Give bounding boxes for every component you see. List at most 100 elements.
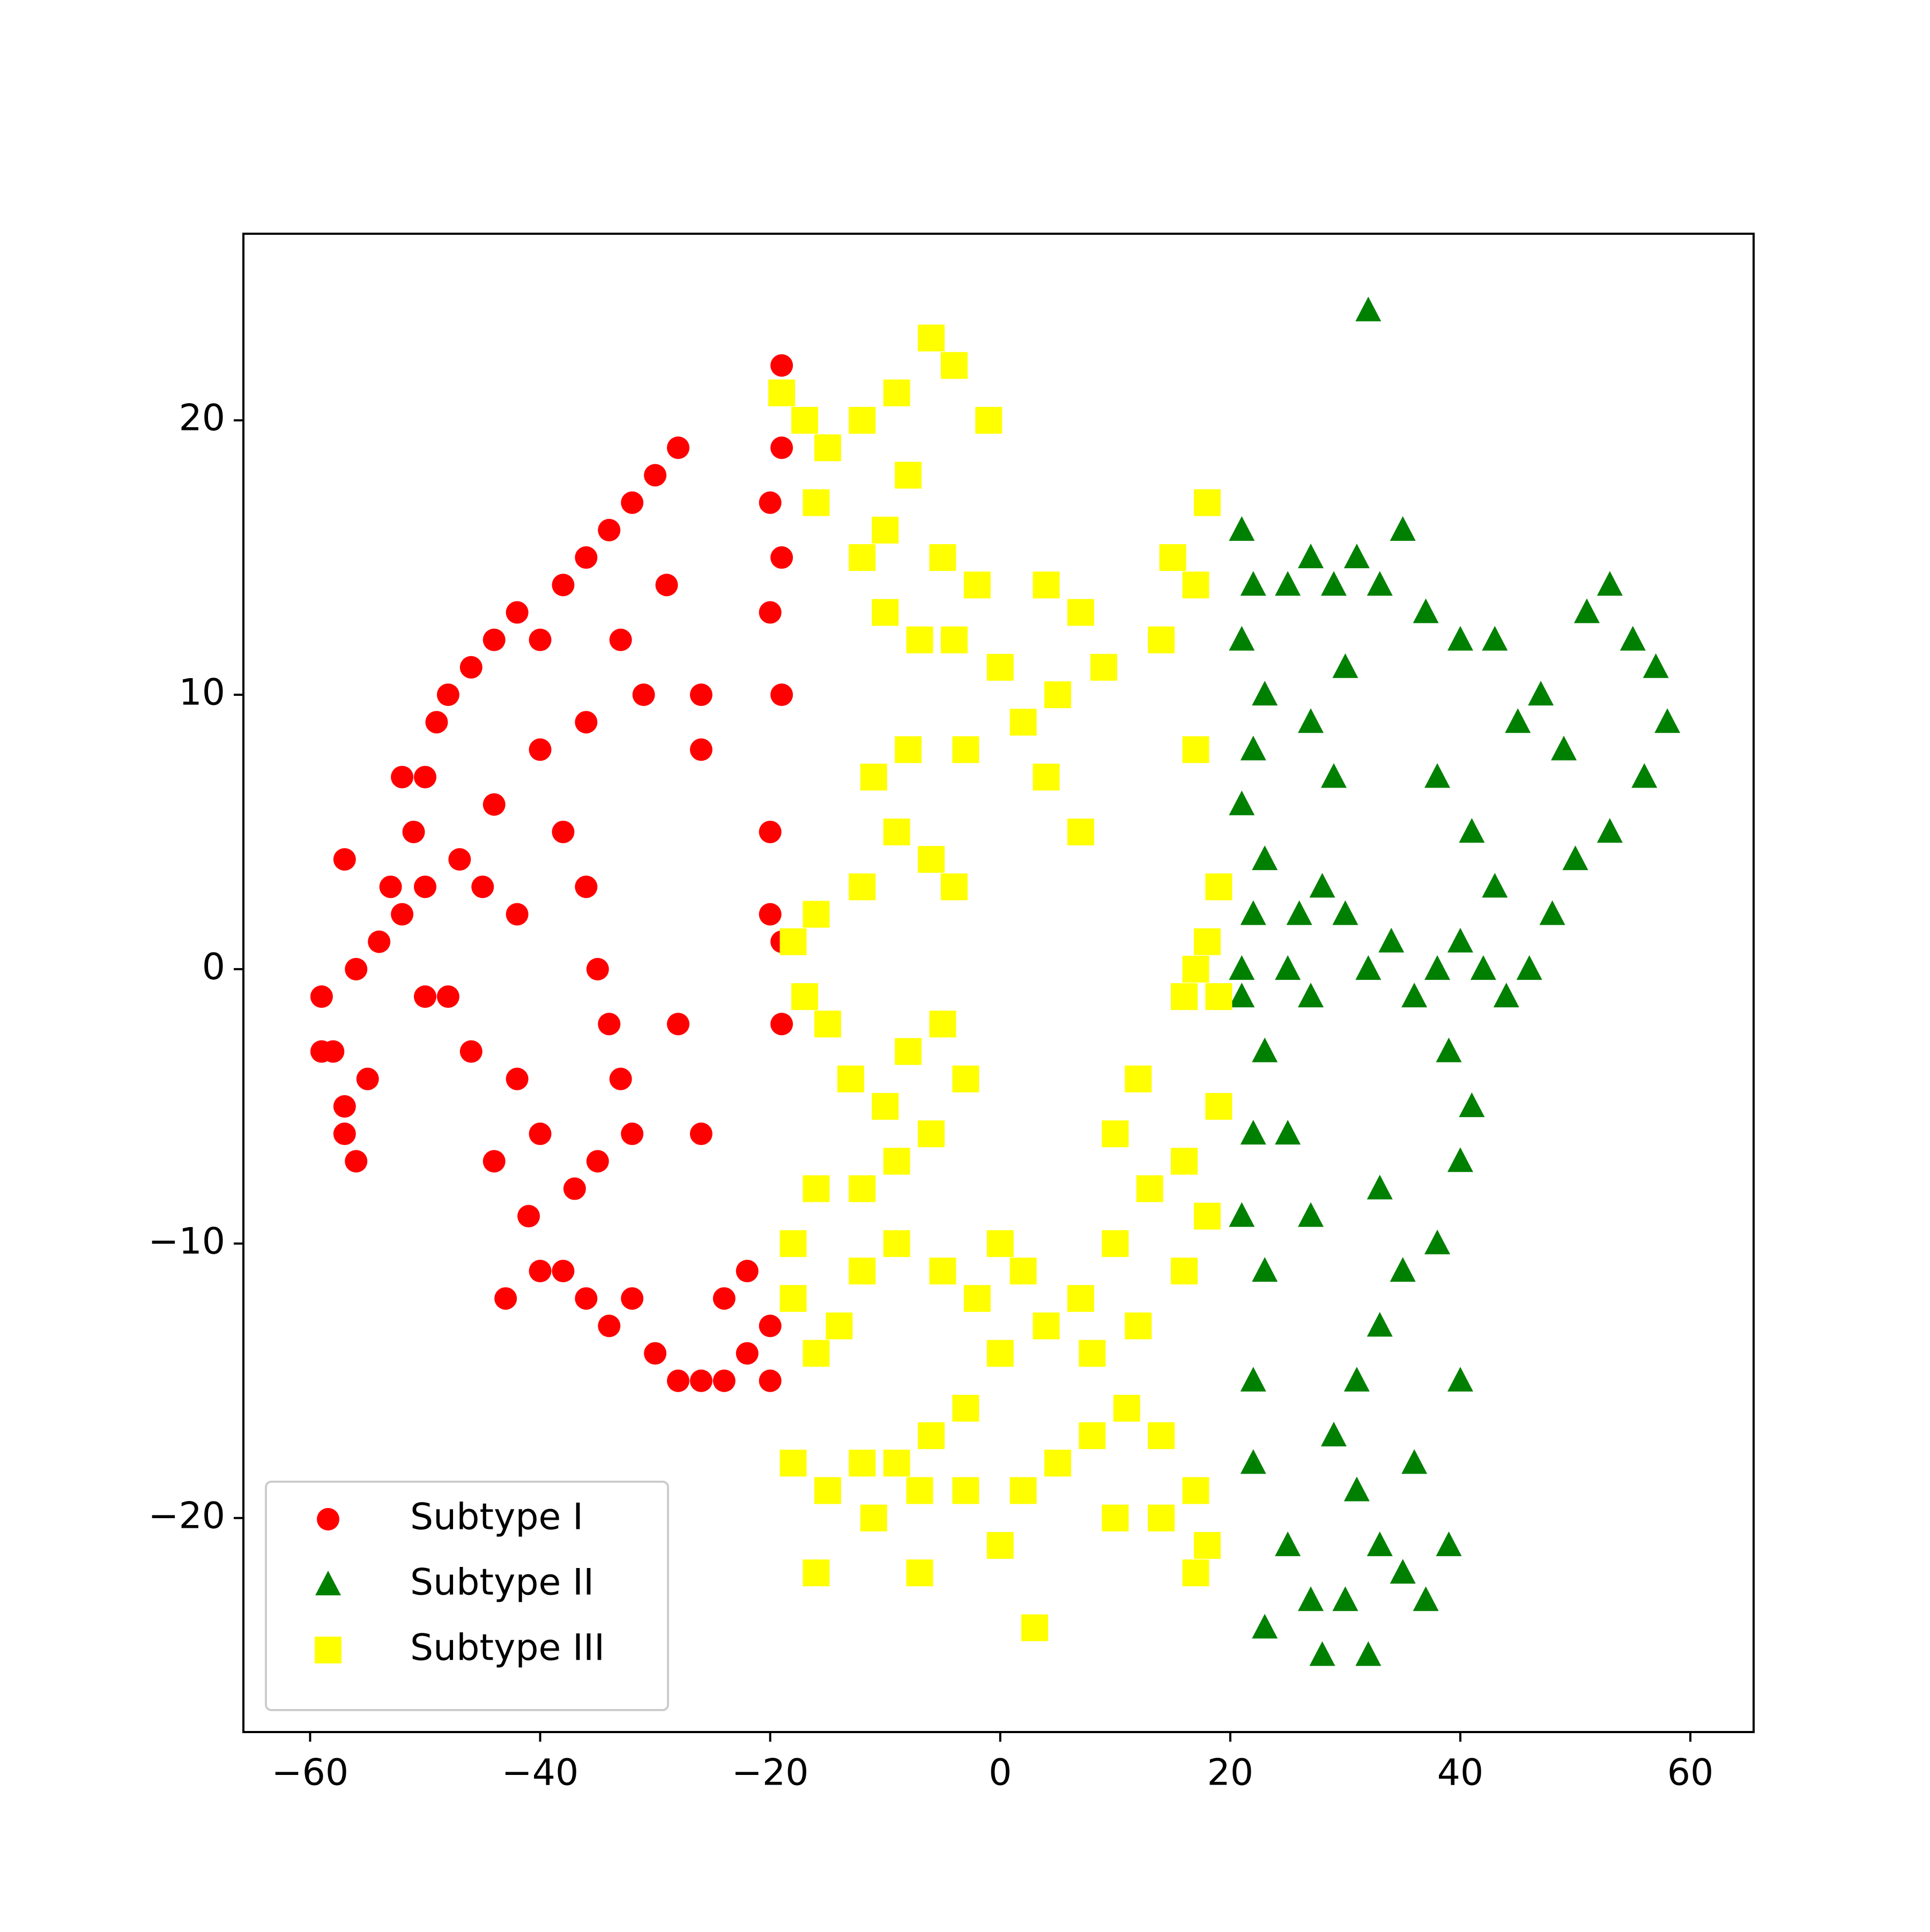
point bbox=[1424, 763, 1450, 788]
point bbox=[1516, 955, 1542, 980]
point bbox=[1125, 1065, 1152, 1093]
point bbox=[975, 407, 1003, 434]
x-tick-label: −20 bbox=[732, 1752, 809, 1794]
point bbox=[986, 1340, 1014, 1367]
point bbox=[759, 1314, 782, 1337]
point bbox=[791, 407, 818, 434]
x-tick-label: −40 bbox=[502, 1752, 579, 1794]
point bbox=[837, 1065, 864, 1093]
point bbox=[356, 1067, 379, 1090]
point bbox=[345, 1150, 368, 1173]
point bbox=[1033, 763, 1060, 791]
point bbox=[689, 1123, 712, 1146]
point bbox=[1390, 1559, 1416, 1584]
point bbox=[1193, 489, 1221, 516]
point bbox=[826, 1312, 853, 1340]
point bbox=[780, 1450, 807, 1477]
point bbox=[1562, 845, 1588, 871]
point bbox=[1193, 1532, 1221, 1559]
point bbox=[849, 544, 876, 571]
point bbox=[1275, 955, 1301, 980]
point bbox=[379, 875, 402, 898]
y-tick-label: 10 bbox=[179, 672, 225, 714]
point bbox=[1159, 544, 1186, 571]
point bbox=[529, 738, 552, 761]
point bbox=[368, 930, 391, 953]
point bbox=[1482, 873, 1508, 898]
point bbox=[1550, 735, 1577, 761]
y-tick-label: −20 bbox=[148, 1495, 225, 1537]
point bbox=[666, 1369, 689, 1392]
point bbox=[1297, 544, 1324, 569]
point bbox=[552, 820, 575, 843]
point bbox=[1654, 708, 1681, 733]
point bbox=[586, 957, 609, 980]
point bbox=[333, 1095, 356, 1118]
point bbox=[1193, 1202, 1221, 1230]
point bbox=[1459, 818, 1485, 843]
point bbox=[1297, 1586, 1324, 1611]
point bbox=[917, 1422, 945, 1450]
point bbox=[759, 820, 782, 843]
point bbox=[1125, 1312, 1152, 1340]
point bbox=[1297, 708, 1324, 733]
point bbox=[1320, 571, 1347, 596]
point bbox=[529, 1123, 552, 1146]
point bbox=[1240, 1449, 1266, 1474]
point bbox=[1390, 1257, 1416, 1282]
point bbox=[940, 352, 968, 379]
point bbox=[391, 766, 414, 789]
point bbox=[1286, 900, 1312, 925]
point bbox=[1193, 928, 1221, 955]
point bbox=[1332, 1586, 1359, 1611]
point bbox=[814, 434, 841, 462]
point bbox=[1643, 653, 1669, 678]
point bbox=[436, 985, 459, 1008]
point bbox=[1044, 681, 1071, 708]
point bbox=[770, 354, 793, 377]
point bbox=[436, 683, 459, 706]
point bbox=[482, 793, 506, 816]
point bbox=[425, 711, 448, 734]
point bbox=[575, 546, 598, 569]
point bbox=[506, 903, 529, 926]
point bbox=[310, 1040, 333, 1063]
point bbox=[1205, 873, 1233, 901]
point bbox=[1620, 626, 1646, 651]
point bbox=[1090, 653, 1117, 681]
point bbox=[310, 985, 333, 1008]
point bbox=[1459, 1092, 1485, 1117]
point bbox=[895, 1038, 922, 1065]
point bbox=[644, 1342, 667, 1365]
point bbox=[1355, 955, 1382, 980]
point bbox=[1102, 1230, 1129, 1257]
point bbox=[529, 1260, 552, 1282]
point bbox=[929, 544, 956, 571]
point bbox=[803, 489, 830, 516]
point bbox=[780, 1230, 807, 1257]
point bbox=[770, 1013, 793, 1036]
point bbox=[952, 1394, 979, 1422]
point bbox=[689, 1369, 712, 1392]
point bbox=[333, 848, 356, 871]
point bbox=[952, 1477, 979, 1504]
point bbox=[1240, 1120, 1266, 1145]
point bbox=[402, 820, 425, 843]
point bbox=[1401, 1449, 1428, 1474]
point bbox=[494, 1287, 517, 1310]
point bbox=[1597, 571, 1623, 596]
x-tick-label: 60 bbox=[1667, 1752, 1714, 1794]
point bbox=[1113, 1394, 1140, 1422]
legend-marker bbox=[315, 1571, 341, 1595]
point bbox=[1170, 1258, 1198, 1284]
legend-label: Subtype III bbox=[410, 1627, 605, 1669]
point bbox=[621, 1123, 644, 1146]
point bbox=[1252, 1257, 1278, 1282]
point bbox=[1009, 1477, 1037, 1504]
point bbox=[736, 1342, 759, 1365]
point bbox=[712, 1287, 736, 1310]
point bbox=[689, 738, 712, 761]
point bbox=[1355, 296, 1382, 322]
point bbox=[459, 656, 482, 679]
point bbox=[1597, 818, 1623, 843]
